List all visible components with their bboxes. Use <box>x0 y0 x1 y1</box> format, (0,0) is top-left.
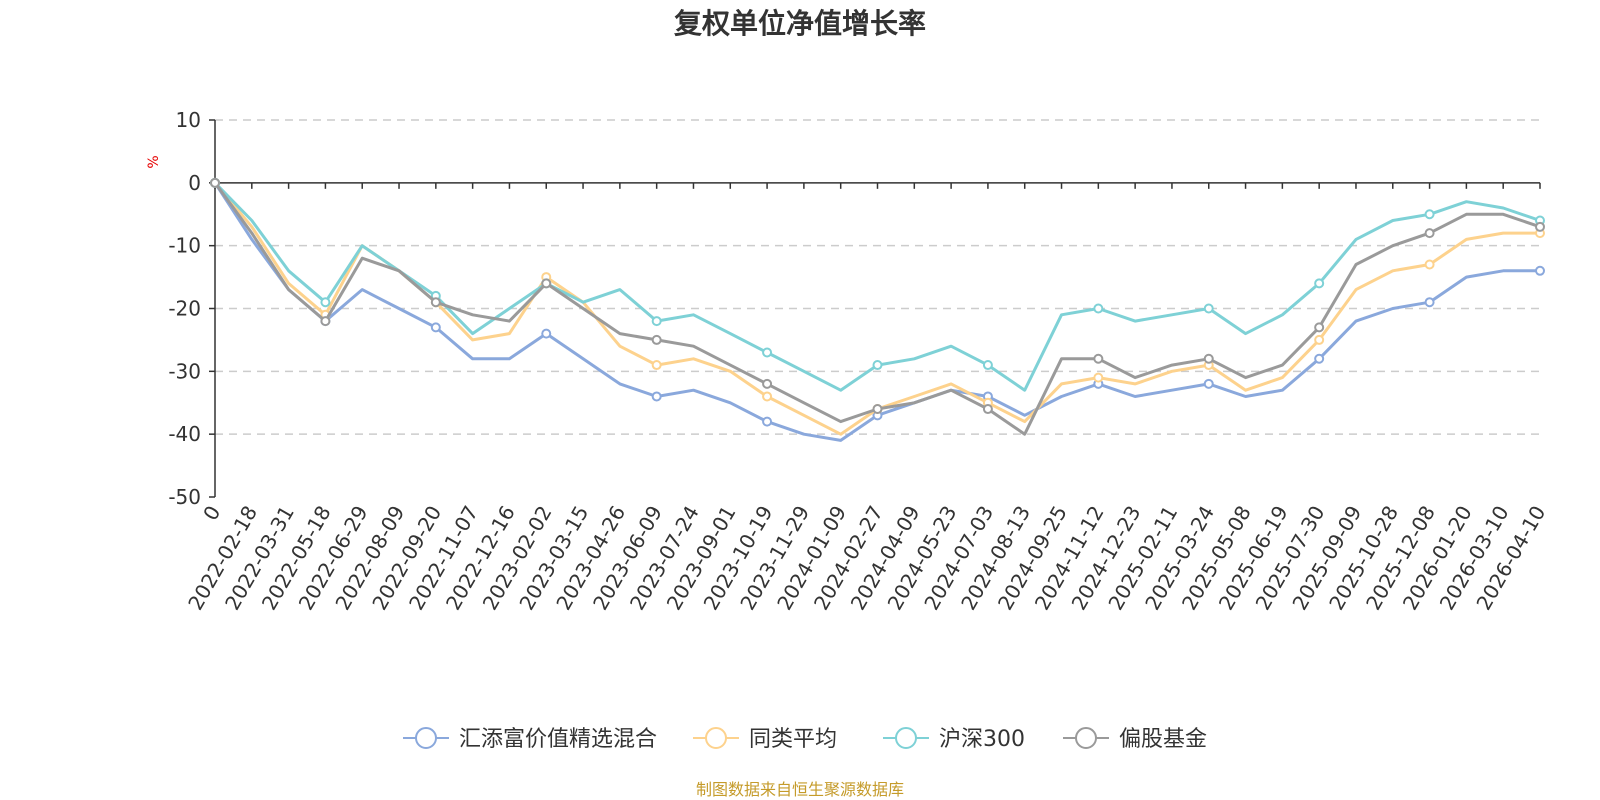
legend[interactable]: 汇添富价值精选混合 同类平均 沪深300 偏股基金 <box>403 727 1207 752</box>
series-point <box>1424 297 1435 308</box>
legend-item[interactable]: 沪深300 <box>883 727 1025 752</box>
series-point <box>1424 228 1435 239</box>
legend-label: 同类平均 <box>749 727 837 752</box>
series-point <box>982 404 993 415</box>
legend-item[interactable]: 汇添富价值精选混合 <box>403 727 657 752</box>
series-point <box>762 378 773 389</box>
series-point <box>1093 372 1104 383</box>
series-point <box>762 347 773 358</box>
y-tick-label: 10 <box>176 108 201 132</box>
series-point <box>320 297 331 308</box>
series-point <box>1314 353 1325 364</box>
y-tick-label: -40 <box>168 422 201 446</box>
series-point <box>1093 303 1104 314</box>
y-tick-label: -20 <box>168 297 201 321</box>
y-tick-labels: 10 0 -10 -20 -30 -40 -50 <box>168 108 201 509</box>
y-tick-label: -30 <box>168 359 201 383</box>
legend-marker-icon <box>895 727 917 749</box>
series-point <box>651 334 662 345</box>
series-point <box>762 416 773 427</box>
series-point <box>1424 259 1435 270</box>
series-lines <box>210 177 1545 442</box>
y-axis-unit: % <box>146 155 162 168</box>
data-source-note: 制图数据来自恒生聚源数据库 <box>696 780 904 799</box>
series-point <box>1203 303 1214 314</box>
chart-title: 复权单位净值增长率 <box>674 7 926 40</box>
legend-item[interactable]: 偏股基金 <box>1063 727 1207 752</box>
series-point <box>1314 334 1325 345</box>
series-point <box>1203 353 1214 364</box>
legend-marker-icon <box>705 727 727 749</box>
series-point <box>210 177 220 188</box>
series-point <box>651 391 662 402</box>
legend-item[interactable]: 同类平均 <box>693 727 837 752</box>
x-tick-label: 0 <box>198 502 225 525</box>
series-point <box>1314 278 1325 289</box>
y-tick-label: -10 <box>168 234 201 258</box>
series-point <box>430 322 441 333</box>
series-point <box>1535 265 1545 276</box>
series-point <box>651 316 662 327</box>
legend-label: 偏股基金 <box>1119 727 1207 752</box>
legend-label: 汇添富价值精选混合 <box>459 727 657 752</box>
series-line-3 <box>213 181 1541 392</box>
y-tick-label: -50 <box>168 485 201 509</box>
series-point <box>320 316 331 327</box>
series-point <box>762 391 773 402</box>
series-point <box>541 278 552 289</box>
grid-lines <box>215 119 1540 435</box>
y-tick-label: 0 <box>188 171 201 195</box>
series-point <box>1093 353 1104 364</box>
series-point <box>1535 221 1545 232</box>
series-point <box>872 360 883 371</box>
series-point <box>982 360 993 371</box>
series-point <box>651 360 662 371</box>
axes <box>209 119 1541 498</box>
series-point <box>430 297 441 308</box>
series-point <box>1314 322 1325 333</box>
series-point <box>872 404 883 415</box>
series-point <box>541 328 552 339</box>
series-point <box>1203 378 1214 389</box>
legend-marker-icon <box>1075 727 1097 749</box>
legend-marker-icon <box>415 727 437 749</box>
series-point <box>1424 209 1435 220</box>
legend-label: 沪深300 <box>939 727 1025 752</box>
x-tick-labels: 02022-02-182022-03-312022-05-182022-06-2… <box>183 502 1550 615</box>
